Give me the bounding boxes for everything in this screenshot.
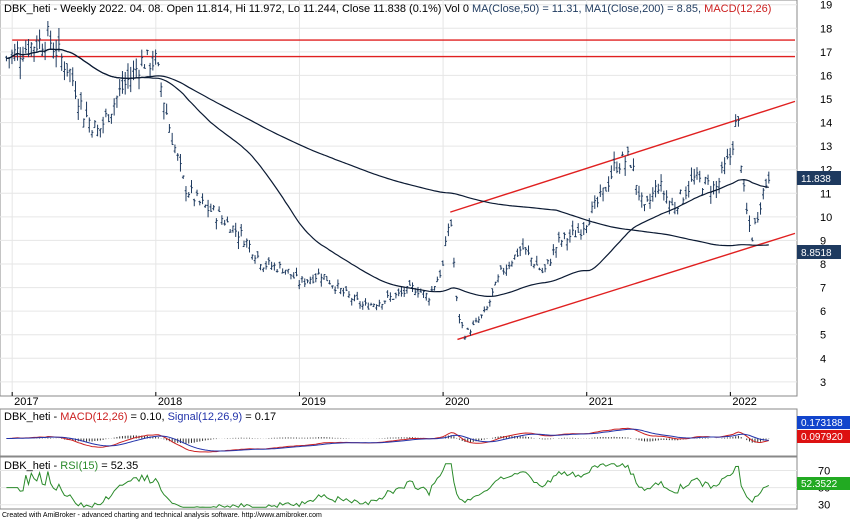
close-badge-bg [797,171,841,185]
price-y-tick-label: 15 [820,94,832,106]
price-x-tick-label: 2021 [589,396,613,408]
rsi-header-rsi: RSI(15) [60,460,98,472]
macd-header-value: = 0.10, [128,411,168,423]
price-x-tick-label: 2017 [14,396,38,408]
rsi-badge: 52.3522 [797,477,850,490]
signal-line [6,428,769,452]
price-y-tick-label: 3 [820,377,826,389]
macd-line [6,427,769,453]
price-header-text: DBK_heti - Weekly 2022. 04. 08. Open 11.… [4,3,472,15]
rsi-y-tick-label: 70 [818,466,830,478]
moving-averages [6,48,769,297]
price-y-tick-label: 14 [820,118,832,130]
price-y-tick-label: 16 [820,70,832,82]
close-badge-label: 11.838 [801,174,831,185]
trendlines [12,39,796,341]
close-badge: 11.838 [797,171,841,185]
price-y-tick-label: 18 [820,23,832,35]
price-panel-frame [0,0,798,397]
price-y-tick-label: 6 [820,306,826,318]
macd-header: DBK_heti - MACD(12,26) = 0.10, Signal(12… [4,411,276,423]
ma200-badge: 8.8518 [797,245,841,259]
rsi-header-name: DBK_heti - [4,460,60,472]
price-x-axis: 2017 2018 2019 2020 2021 2022 [11,0,757,408]
footer-credit: Created with AmiBroker - advanced charti… [2,512,322,519]
price-header-macd: MACD(12,26) [704,3,771,15]
rsi-badge-bg [797,477,850,490]
price-header-ma: MA(Close,50) = 11.31, MA1(Close,200) = 8… [472,3,704,15]
price-y-tick-label: 4 [820,353,826,365]
ma200-badge-bg [797,245,841,259]
ma200-badge-label: 8.8518 [801,248,832,259]
price-x-tick-label: 2018 [158,396,182,408]
macd-value-badge-label: 0.097920 [801,432,843,443]
macd-header-name: DBK_heti - [4,411,60,423]
macd-header-signal: Signal(12,26,9) [168,411,243,423]
macd-value-badge: 0.097920 [797,430,850,443]
rsi-header: DBK_heti - RSI(15) = 52.35 [4,460,138,472]
macd-value-badge-bg [797,430,850,443]
price-x-tick-label: 2022 [732,396,756,408]
macd-panel: DBK_heti - MACD(12,26) = 0.10, Signal(12… [0,408,850,457]
price-y-tick-label: 9 [820,235,826,247]
price-header: DBK_heti - Weekly 2022. 04. 08. Open 11.… [4,3,771,15]
rsi-header-value: = 52.35 [98,460,138,472]
trendline [457,232,796,341]
price-y-tick-label: 5 [820,330,826,342]
price-x-tick-label: 2019 [301,396,325,408]
price-y-tick-label: 7 [820,283,826,295]
rsi-y-tick-label: 30 [818,500,830,512]
price-y-tick-label: 10 [820,212,832,224]
price-y-tick-label: 8 [820,259,826,271]
macd-header-macd: MACD(12,26) [60,411,127,423]
macd-signal-badge: 0.173188 [797,416,850,429]
macd-header-signal-value: = 0.17 [242,411,276,423]
rsi-badge-label: 52.3522 [801,479,838,490]
price-y-tick-label: 11 [820,188,831,200]
ma200-line [6,48,769,247]
trendline [450,100,796,213]
price-y-tick-label: 17 [820,47,832,59]
price-y-tick-label: 19 [820,0,832,12]
macd-signal-badge-label: 0.173188 [801,418,843,429]
price-y-tick-label: 13 [820,141,832,153]
rsi-line [6,462,770,508]
price-series [5,21,771,340]
price-x-tick-label: 2020 [445,396,469,408]
rsi-panel: 305070 DBK_heti - RSI(15) = 52.35 52.352… [0,456,850,512]
macd-signal-badge-bg [797,416,850,429]
price-grid [0,4,797,383]
